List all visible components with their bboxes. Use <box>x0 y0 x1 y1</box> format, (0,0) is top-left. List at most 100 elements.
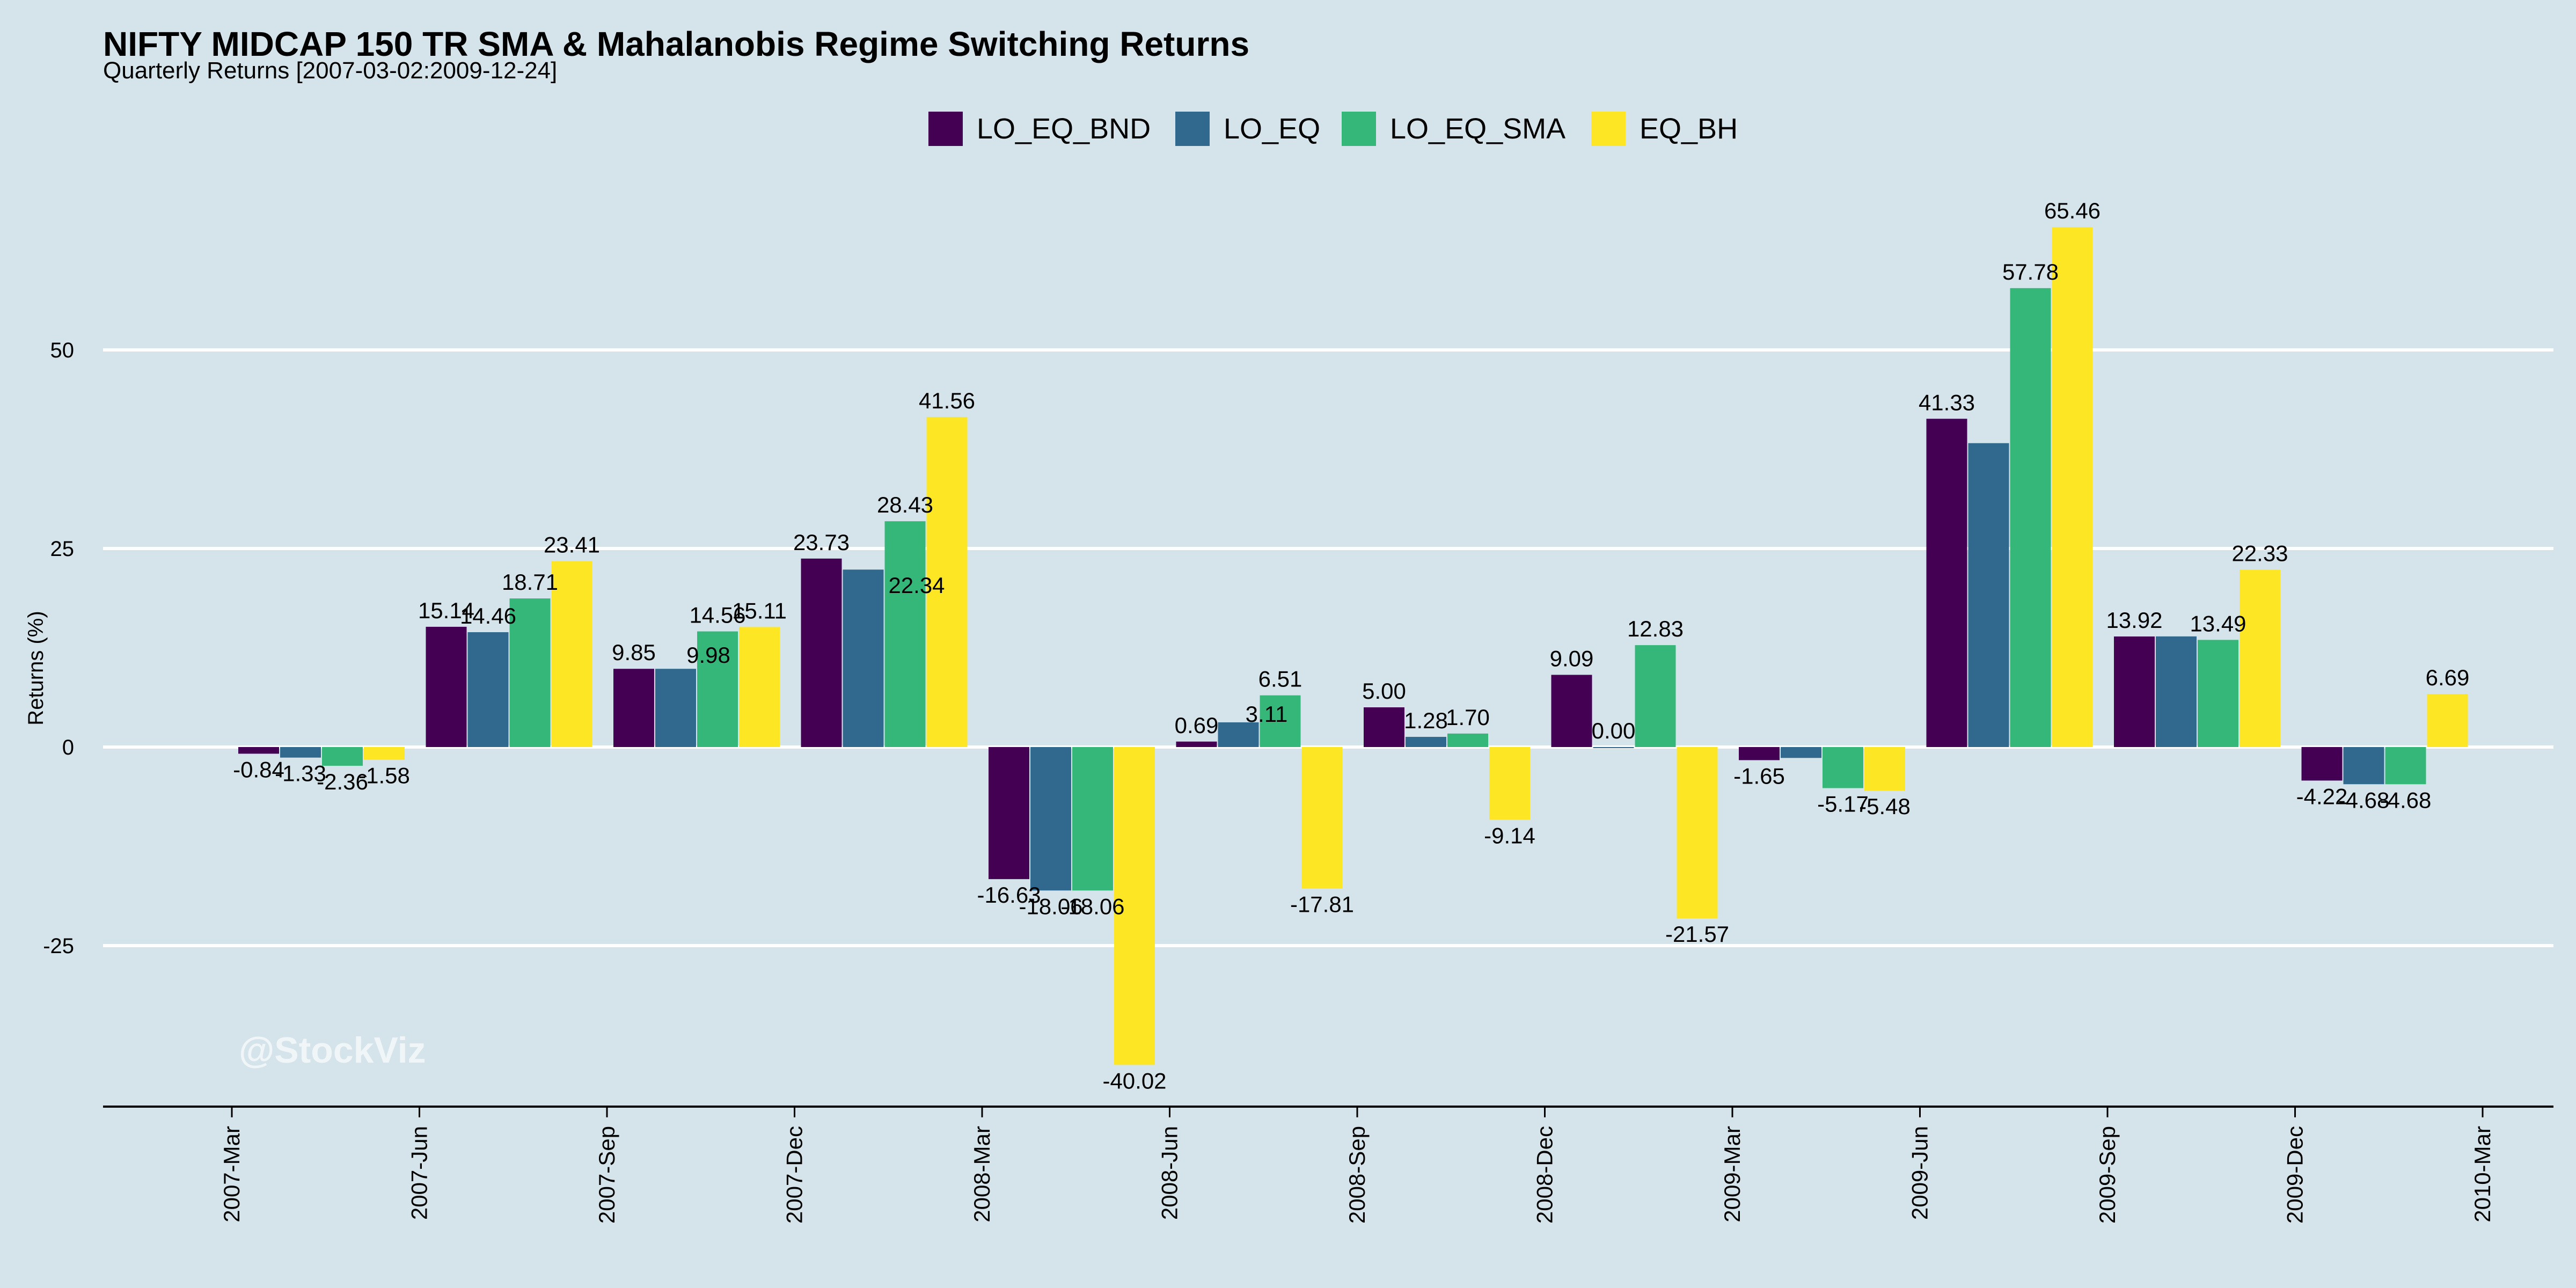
data-label: -5.17 <box>1817 792 1869 817</box>
bar-lo-eq <box>1593 747 1634 748</box>
bar-eq-bh <box>1301 747 1343 889</box>
y-tick-label: 25 <box>50 537 75 561</box>
data-label: 65.46 <box>2044 198 2101 223</box>
data-label: 0.69 <box>1175 713 1219 738</box>
data-label: 3.11 <box>1246 701 1288 727</box>
x-tick-label: 2007-Mar <box>219 1126 244 1223</box>
watermark: @StockViz <box>239 1030 426 1071</box>
chart-title: NIFTY MIDCAP 150 TR SMA & Mahalanobis Re… <box>103 25 1249 63</box>
x-tick-label: 2010-Mar <box>2470 1126 2495 1223</box>
data-label: 14.56 <box>689 603 745 628</box>
data-label: -18.06 <box>1019 894 1082 919</box>
data-label: 13.49 <box>2190 611 2246 636</box>
bar-lo-eq-bnd <box>1551 675 1592 747</box>
data-label: -1.33 <box>275 761 326 786</box>
data-label: 22.34 <box>888 573 945 598</box>
data-label: -4.68 <box>2380 787 2432 813</box>
bar-lo-eq <box>1781 747 1821 758</box>
legend-swatch <box>1342 112 1376 146</box>
x-tick-label: 2008-Mar <box>969 1126 994 1223</box>
bar-eq-bh <box>1489 747 1530 820</box>
data-label: -40.02 <box>1102 1068 1166 1093</box>
bar-eq-bh <box>551 561 592 747</box>
bar-eq-bh <box>1677 747 1718 919</box>
bar-lo-eq-bnd <box>2301 747 2343 781</box>
data-label: -1.58 <box>358 763 410 788</box>
data-label: -16.63 <box>977 882 1041 908</box>
y-tick-label: 0 <box>62 736 74 759</box>
data-label: 9.85 <box>612 640 656 665</box>
x-tick-label: 2009-Mar <box>1719 1126 1745 1223</box>
bar-lo-eq-bnd <box>801 558 842 747</box>
legend-label: LO_EQ_SMA <box>1390 113 1565 145</box>
bar-lo-eq <box>655 669 696 747</box>
x-tick-label: 2008-Sep <box>1344 1126 1370 1224</box>
data-label: 6.69 <box>2426 665 2470 690</box>
legend-swatch <box>1175 112 1210 146</box>
data-label: 13.92 <box>2106 608 2162 633</box>
data-label: 0.00 <box>1592 718 1636 743</box>
data-label: 41.56 <box>919 388 975 413</box>
bar-lo-eq-sma <box>884 521 926 747</box>
x-tick-label: 2007-Jun <box>407 1126 432 1220</box>
bar-eq-bh <box>364 747 405 760</box>
bar-lo-eq-sma <box>1072 747 1113 891</box>
data-label: 23.41 <box>544 532 600 558</box>
bar-lo-eq-sma <box>1260 695 1301 747</box>
data-label: 15.11 <box>732 598 787 623</box>
bar-lo-eq-sma <box>509 598 551 747</box>
bar-lo-eq-sma <box>1823 747 1863 788</box>
y-axis: -25 0 25 50 <box>43 339 74 958</box>
legend-label: LO_EQ <box>1224 113 1320 145</box>
data-label: -17.81 <box>1290 892 1354 917</box>
data-label: -0.84 <box>233 757 284 782</box>
data-label: 9.98 <box>686 642 730 668</box>
bar-lo-eq-sma <box>322 747 363 766</box>
bar-lo-eq-bnd <box>989 747 1029 880</box>
legend-swatch <box>928 112 963 146</box>
data-label: 6.51 <box>1258 667 1302 692</box>
data-label: 23.73 <box>793 530 850 555</box>
x-tick-label: 2009-Jun <box>1907 1126 1933 1220</box>
x-tick-label: 2008-Dec <box>1532 1126 1557 1224</box>
bar-lo-eq-bnd <box>1176 741 1217 747</box>
bar-eq-bh <box>2052 227 2093 747</box>
bar-eq-bh <box>1114 747 1155 1065</box>
bar-lo-eq <box>2343 747 2384 785</box>
legend-swatch <box>1591 112 1626 146</box>
data-label: 5.00 <box>1362 678 1406 704</box>
data-label: 1.28 <box>1404 708 1448 733</box>
bar-lo-eq-bnd <box>238 747 279 754</box>
data-label: -4.68 <box>2338 787 2390 813</box>
bar-eq-bh <box>2427 693 2468 747</box>
data-label: 41.33 <box>1919 390 1975 415</box>
bar-lo-eq <box>280 747 321 758</box>
data-label: -21.57 <box>1665 921 1729 947</box>
bar-eq-bh <box>739 627 780 747</box>
bar-lo-eq <box>843 569 884 747</box>
y-tick-label: -25 <box>43 934 74 958</box>
bar-eq-bh <box>2240 569 2280 747</box>
bar-lo-eq-sma <box>1635 645 1676 747</box>
bar-lo-eq-bnd <box>1926 419 1967 747</box>
data-label: -18.06 <box>1060 894 1124 919</box>
x-tick-label: 2007-Sep <box>594 1126 619 1224</box>
data-label: -1.65 <box>1733 763 1785 788</box>
data-label: 57.78 <box>2002 259 2059 284</box>
bar-eq-bh <box>1864 747 1905 791</box>
bar-labels: -0.84 15.14 9.85 23.73 -16.63 0.69 5.00 9.09 -1.… <box>233 198 2469 1093</box>
data-label: -9.14 <box>1484 823 1535 848</box>
data-label: 12.83 <box>1627 616 1684 641</box>
data-label: 9.09 <box>1550 646 1594 671</box>
bar-lo-eq <box>1218 722 1259 747</box>
bar-lo-eq <box>2156 636 2197 747</box>
data-label: 15.14 <box>418 598 474 623</box>
x-tick-label: 2009-Sep <box>2095 1126 2120 1224</box>
y-axis-label: Returns (%) <box>24 611 48 725</box>
legend: LO_EQ_BND LO_EQ LO_EQ_SMA EQ_BH <box>928 112 1738 146</box>
x-tick-label: 2008-Jun <box>1157 1126 1182 1220</box>
bar-lo-eq-bnd <box>426 626 467 747</box>
bar-lo-eq-sma <box>2010 288 2051 747</box>
bar-eq-bh <box>926 416 968 747</box>
